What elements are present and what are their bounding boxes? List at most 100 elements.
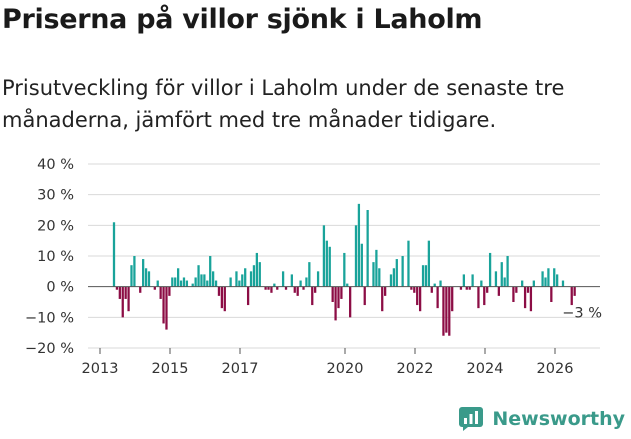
bar [147,271,151,287]
bar [439,280,442,287]
bar [159,286,162,299]
bar [305,277,308,287]
x-tick-label: 2022 [397,361,434,377]
bar [532,280,535,287]
bar [488,252,492,287]
bar [214,280,218,287]
bar [139,286,142,293]
bar [235,271,238,287]
newsworthy-logo-icon [459,407,484,431]
y-tick-label: −10 % [25,310,74,326]
bar [255,252,258,287]
bar [156,280,159,287]
bar [448,286,451,336]
bar [556,274,559,287]
bar [229,277,232,287]
bar [177,268,180,287]
bar [115,286,119,290]
bar [553,268,556,287]
newsworthy-brand: Newsworthy [459,407,625,431]
bar [153,286,156,290]
y-tick-label: 10 % [37,249,74,265]
bar [325,240,328,287]
y-tick-label: 30 % [37,188,74,204]
bar [270,286,273,293]
bar [451,286,454,312]
bar [273,283,276,287]
y-tick-label: 40 % [37,157,74,173]
bar [238,280,241,287]
bar [203,274,206,287]
bar [541,271,544,287]
bar [206,280,209,287]
bar [130,265,133,287]
bar [378,268,381,287]
bar [413,286,416,293]
bar [421,265,425,287]
bar [179,280,183,287]
bar [480,280,483,287]
bar [258,262,261,287]
bar [182,277,186,287]
bar [550,286,553,302]
bar [296,286,299,296]
bar [281,271,285,287]
bar [197,265,200,287]
bar [512,286,515,302]
bars [112,203,576,336]
bar [357,203,361,287]
bar [299,280,302,287]
bar [442,286,445,336]
bar [384,286,387,296]
bar [497,286,500,296]
bar [264,286,267,290]
y-tick-label: −20 % [25,341,74,357]
bar [328,246,331,287]
bar [521,280,524,287]
bar [267,286,270,290]
brand-name: Newsworthy [492,408,625,430]
bar [544,277,547,287]
bar [244,268,247,287]
bar [515,286,518,293]
chart-title: Priserna på villor sjönk i Laholm [2,4,483,35]
bar [416,286,419,306]
bar [462,274,465,287]
bar [124,286,127,299]
bar [410,286,413,290]
bar [486,286,489,293]
bar-chart: −20 %−10 %0 %10 %20 %30 %40 % 2013 2015 20… [25,157,602,377]
bar [363,286,366,306]
bar [445,286,448,333]
bar [127,286,130,312]
bar [284,286,288,290]
last-value-label: −3 % [562,305,602,321]
bar [523,286,527,309]
bar [427,240,431,287]
bar [407,240,410,287]
x-tick-label: 2015 [152,361,189,377]
bar [483,286,486,306]
bar [209,256,212,287]
bar [144,268,148,287]
bar [366,210,369,287]
bar [433,283,436,287]
bar [118,286,121,299]
bar [337,286,340,309]
bar [430,286,433,293]
bar [471,274,474,287]
bar [133,256,136,287]
bar [121,286,124,318]
bar [162,286,165,324]
bar [217,286,221,296]
x-axis: 2013 2015 2017 2020 2022 2024 2026 [82,348,573,377]
bar [340,286,343,299]
bar [503,277,506,287]
bar [308,262,311,287]
bar [171,277,174,287]
bar [395,259,398,287]
bar [311,286,314,306]
bar [389,274,393,287]
bar [194,277,197,287]
bar [314,286,317,293]
